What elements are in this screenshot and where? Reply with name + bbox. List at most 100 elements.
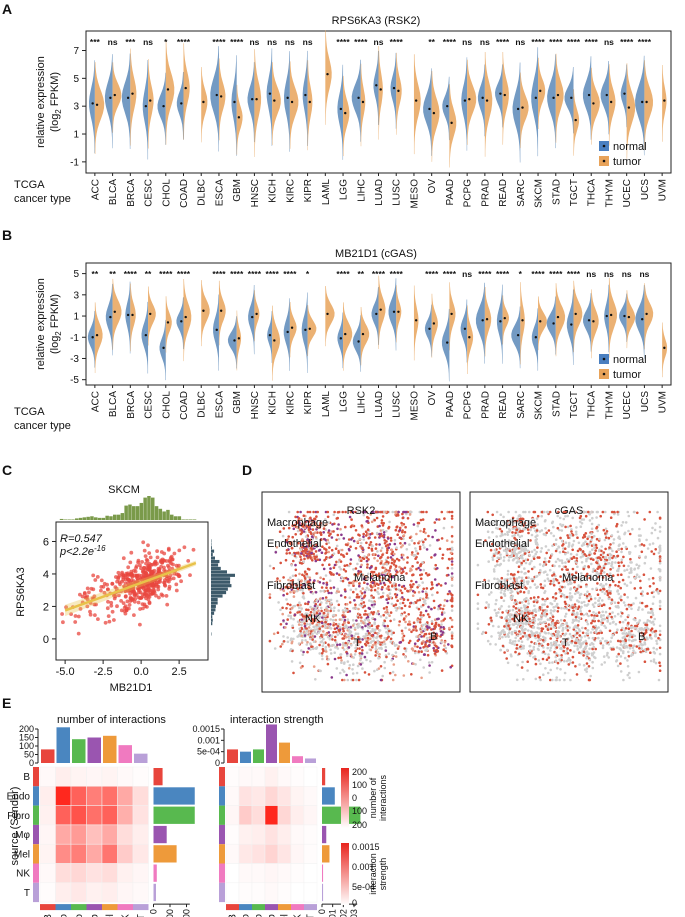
tsne-cell [427, 534, 430, 538]
tsne-cell [422, 623, 425, 627]
tsne-cell [364, 530, 368, 533]
violin-tumor-kipr [307, 305, 317, 357]
tsne-cell [308, 634, 311, 637]
tsne-cell [334, 635, 337, 639]
y-tick-label: -5 [70, 375, 79, 386]
tsne-cell [320, 654, 324, 658]
scatter-point [171, 562, 175, 567]
violin-normal-thca [583, 293, 592, 352]
tsne-cell [566, 525, 570, 529]
tsne-cell [383, 660, 386, 664]
violin-tumor-median-stad [556, 93, 560, 97]
hist-top-bar [132, 506, 136, 520]
tsne-cell [420, 635, 423, 638]
tsne-cell [383, 562, 387, 566]
violin-tumor-cesc [148, 286, 156, 346]
tsne-cell [617, 561, 620, 564]
violin-normal-median-thca [587, 93, 591, 97]
tsne-cell [321, 545, 324, 548]
tsne-cell [618, 537, 622, 540]
tsne-cell [360, 645, 364, 649]
violin-tumor-gbm [236, 310, 242, 371]
tsne-cell [330, 573, 333, 576]
tsne-cell [299, 555, 302, 559]
tsne-cell [347, 637, 351, 640]
tsne-cell [319, 640, 323, 644]
tsne-cell [313, 635, 317, 638]
tsne-cell [406, 556, 409, 559]
tsne-cell [586, 622, 590, 626]
violin-normal-median-luad [375, 84, 378, 87]
tsne-cell [382, 521, 386, 525]
tsne-cell [335, 667, 339, 670]
tsne-cell [558, 550, 562, 554]
tsne-cell [341, 627, 345, 630]
scatter-point [136, 558, 141, 563]
tsne-rsk2-cells [268, 510, 454, 682]
tsne-cell [329, 652, 333, 655]
tsne-cell [315, 543, 318, 546]
tsne-cell [386, 624, 390, 628]
tsne-cell [405, 572, 408, 575]
tsne-cell [534, 552, 537, 556]
tsne-cell [368, 613, 371, 616]
tsne-cell [387, 635, 390, 639]
scatter-point [144, 582, 148, 586]
significance-prad: **** [478, 269, 492, 279]
tsne-cell [574, 530, 578, 534]
tsne-cell [380, 546, 384, 550]
violin-normal-median-cesc [144, 333, 148, 337]
tsne-cell [532, 596, 536, 599]
tsne-cell [268, 596, 272, 599]
tsne-cell [556, 526, 560, 530]
scatter-point [140, 602, 145, 606]
violin-tumor-hnsc [254, 290, 260, 342]
significance-esca: **** [212, 37, 226, 47]
tsne-cell [421, 561, 424, 564]
tsne-cell [402, 570, 405, 573]
violin-normal-median-thym [605, 314, 608, 318]
tsne-cell [383, 542, 387, 545]
chart-c-p-exp: -16 [94, 544, 106, 553]
tsne-cell [290, 641, 294, 645]
tsne-cell [609, 568, 612, 571]
tsne-cell [412, 601, 416, 605]
violin-tumor-ucec [626, 63, 636, 159]
tsne-cell [301, 538, 304, 541]
significance-lgg: **** [336, 37, 350, 47]
chart-b-x-axis: ACC BLCA BRCA CESC CHOL COAD DLBC ESCA GBM HNSC KI… [90, 385, 669, 420]
tsne-cell [499, 631, 503, 634]
x-tick-label-prad: PRAD [480, 179, 491, 207]
tsne-cell [560, 654, 563, 657]
violin-normal-luad [373, 50, 379, 126]
scatter-point [73, 620, 78, 624]
tsne-cell [360, 524, 364, 527]
tsne-cell [585, 612, 588, 616]
tsne-cell [526, 660, 529, 663]
tsne-cell [341, 668, 345, 672]
tsne-cell [490, 635, 493, 638]
tsne-cell [332, 566, 336, 569]
tsne-cell [572, 539, 576, 543]
y-tick-label: 5 [73, 269, 79, 280]
tsne-cell [497, 551, 501, 554]
scatter-point [148, 555, 153, 560]
tsne-cell [370, 532, 374, 535]
tsne-cell [311, 524, 315, 527]
scatter-point [139, 596, 144, 600]
tsne-cell [322, 577, 325, 581]
tsne-cell [437, 624, 441, 627]
tsne-cell [378, 653, 381, 656]
tsne-cell [561, 561, 564, 565]
scatter-point [147, 567, 152, 572]
tsne-cell [327, 529, 331, 532]
violin-normal-median-read [499, 320, 502, 323]
chart-a-x-axis: ACC BLCA BRCA CESC CHOL COAD DLBC ESCA GBM HNSC KI… [90, 173, 669, 208]
tsne-cell [535, 529, 539, 532]
scatter-point [126, 565, 131, 570]
tsne-cell [411, 551, 414, 554]
tsne-cell [437, 617, 440, 621]
tsne-cell [629, 557, 632, 561]
x-tick-label-sarc: SARC [516, 391, 527, 419]
tsne-cell [410, 630, 413, 634]
